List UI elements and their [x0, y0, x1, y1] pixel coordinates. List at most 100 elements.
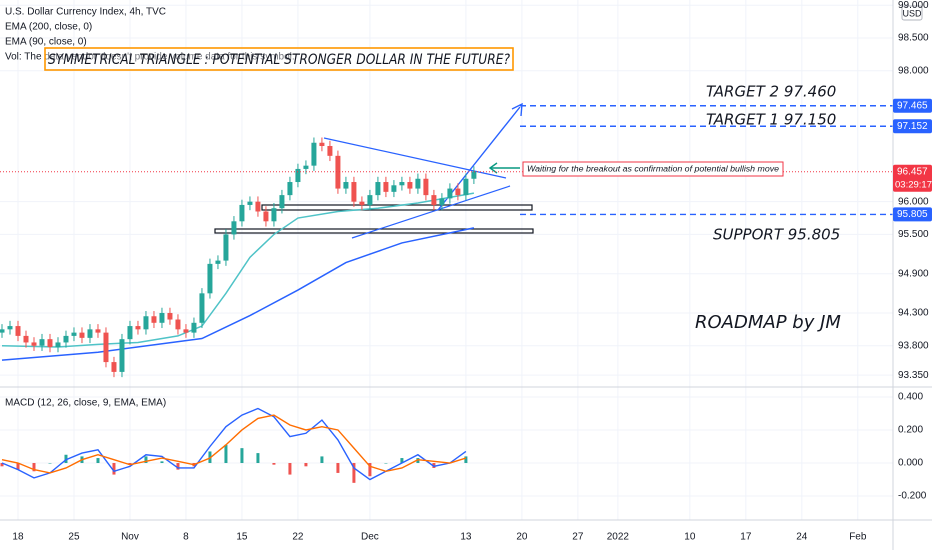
candle-body: [247, 201, 253, 205]
drawings: [214, 102, 534, 239]
currency: USD: [902, 8, 922, 18]
histogram-bar: [256, 453, 260, 464]
macd-line: [1, 414, 467, 474]
x-tick-label: 22: [292, 532, 304, 543]
histogram-bar: [416, 458, 420, 464]
histogram-bar: [176, 463, 180, 470]
x-tick-label: 24: [796, 532, 808, 543]
histogram-bar: [272, 463, 276, 465]
candle-body: [207, 263, 213, 294]
histogram-bar: [64, 454, 68, 464]
x-tick-label: 17: [740, 532, 752, 543]
candle-body: [175, 319, 181, 330]
candle-body: [31, 342, 37, 346]
candle-body: [183, 329, 189, 333]
candle-body: [255, 201, 261, 212]
candle-body: [295, 168, 301, 183]
y-tick-label: 98.000: [898, 65, 929, 76]
candle-body: [311, 142, 317, 166]
macd-line: [1, 407, 467, 481]
support-label: SUPPORT 95.805: [713, 226, 840, 244]
indicator-legend: EMA (90, close, 0): [5, 37, 87, 48]
candle-body: [391, 185, 397, 192]
candle-body: [87, 329, 93, 338]
currency-badge: [901, 5, 923, 21]
histogram-bar: [336, 463, 340, 473]
grid: [0, 0, 893, 520]
x-tick-label: 27: [572, 532, 584, 543]
indicator-legend: EMA (200, close, 0): [5, 22, 92, 33]
x-tick-label: 2022: [607, 532, 630, 543]
candle-body: [159, 312, 165, 323]
histogram-bar: [464, 456, 468, 464]
triangle-lower: [351, 185, 511, 239]
headline-box: [44, 47, 514, 71]
histogram-bar: [288, 463, 292, 475]
price-label-box: [893, 119, 932, 134]
arrow-head: [511, 102, 523, 117]
y-tick-label: 94.900: [898, 268, 929, 279]
candle-body: [47, 339, 53, 348]
ema-line: [1, 227, 475, 361]
histogram-bar: [320, 456, 324, 464]
macd-legend: MACD (12, 26, close, 9, EMA, EMA): [5, 398, 166, 409]
candle-body: [287, 182, 293, 196]
candle-body: [199, 293, 205, 323]
candle-body: [103, 332, 109, 363]
candle-body: [95, 329, 101, 333]
x-tick-label: Nov: [121, 532, 139, 543]
x-tick-label: 8: [183, 532, 189, 543]
candle-body: [383, 182, 389, 192]
candle-body: [79, 332, 85, 338]
candle-body: [71, 332, 77, 336]
candle-body: [335, 155, 341, 189]
candle-body: [471, 171, 477, 179]
candle-body: [63, 335, 69, 343]
candle-body: [303, 165, 309, 169]
x-tick-label: 10: [684, 532, 696, 543]
candle-body: [407, 182, 413, 189]
candle-body: [7, 326, 13, 330]
histogram-bar: [16, 463, 20, 470]
histogram-bar: [352, 463, 356, 483]
candle-body: [439, 198, 445, 205]
support-zone: [214, 228, 534, 234]
candle-body: [135, 326, 141, 330]
x-tick-label: 25: [68, 532, 80, 543]
candle-body: [359, 201, 365, 205]
histogram-bar: [240, 448, 244, 464]
candle-body: [151, 316, 157, 323]
candle-body: [399, 182, 405, 186]
histogram-bar: [128, 463, 132, 465]
signature: ROADMAP by JM: [695, 312, 841, 333]
triangle-upper: [323, 137, 507, 179]
histogram-bar: [144, 456, 148, 464]
histogram-bar: [160, 461, 164, 464]
candle-body: [239, 204, 245, 222]
candle-body: [343, 182, 349, 189]
headline: SYMMETRICAL TRIANGLE : POTENTIAL STRONGE…: [48, 52, 510, 68]
candle-body: [55, 342, 61, 348]
histogram-bar: [48, 463, 52, 464]
candle-body: [167, 312, 173, 320]
y-tick-label: 96.000: [898, 196, 929, 207]
y-tick-label: 99.000: [898, 0, 929, 11]
histogram-bar: [368, 463, 372, 477]
candle-body: [423, 178, 429, 196]
candle-body: [415, 178, 421, 189]
candle-body: [0, 329, 5, 333]
y-tick-label: 93.350: [898, 370, 929, 381]
symbol-title: U.S. Dollar Currency Index, 4h, TVC: [5, 7, 166, 18]
price-label-box: [893, 207, 932, 222]
candle-body: [431, 195, 437, 205]
countdown: 03:29:17: [895, 179, 932, 190]
indicator-legend: Vol: The data vendor doesn't provide vol…: [5, 52, 295, 63]
candle-body: [463, 178, 469, 196]
candle-body: [231, 221, 237, 235]
candle-body: [367, 195, 373, 205]
callout: Waiting for the breakout as confirmation…: [527, 165, 780, 174]
price-label: 97.152: [897, 121, 928, 132]
x-tick-label: 18: [12, 532, 24, 543]
candle-body: [215, 260, 221, 264]
